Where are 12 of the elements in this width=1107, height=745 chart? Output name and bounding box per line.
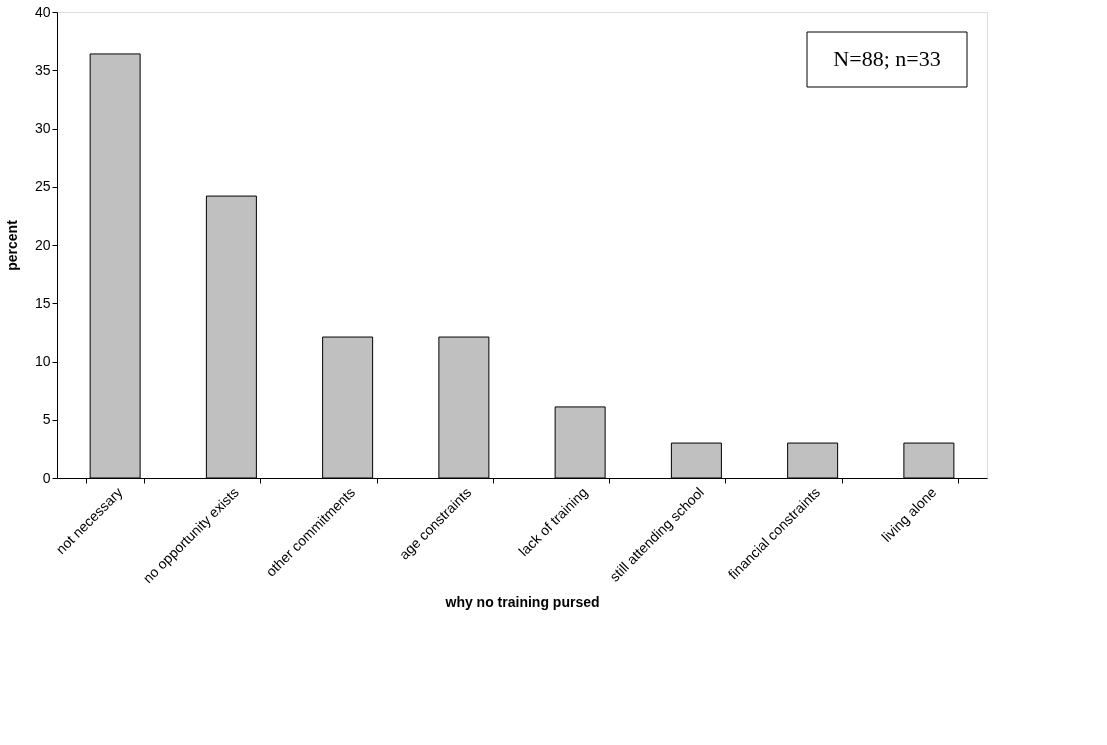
y-axis-title: percent [3,219,20,271]
y-tick-label: 40 [34,3,51,20]
annotation: N=88; n=33 [833,46,941,71]
y-tick-label: 15 [34,294,51,311]
y-tick-label: 5 [42,411,51,428]
y-tick-label: 20 [34,236,51,253]
y-tick-label: 35 [34,61,51,78]
x-axis-title: why no training pursed [444,594,600,611]
y-tick-label: 30 [34,120,51,136]
y-tick-label: 10 [34,353,51,369]
y-tick-label: 0 [42,469,51,486]
y-tick-label: 25 [34,178,51,195]
